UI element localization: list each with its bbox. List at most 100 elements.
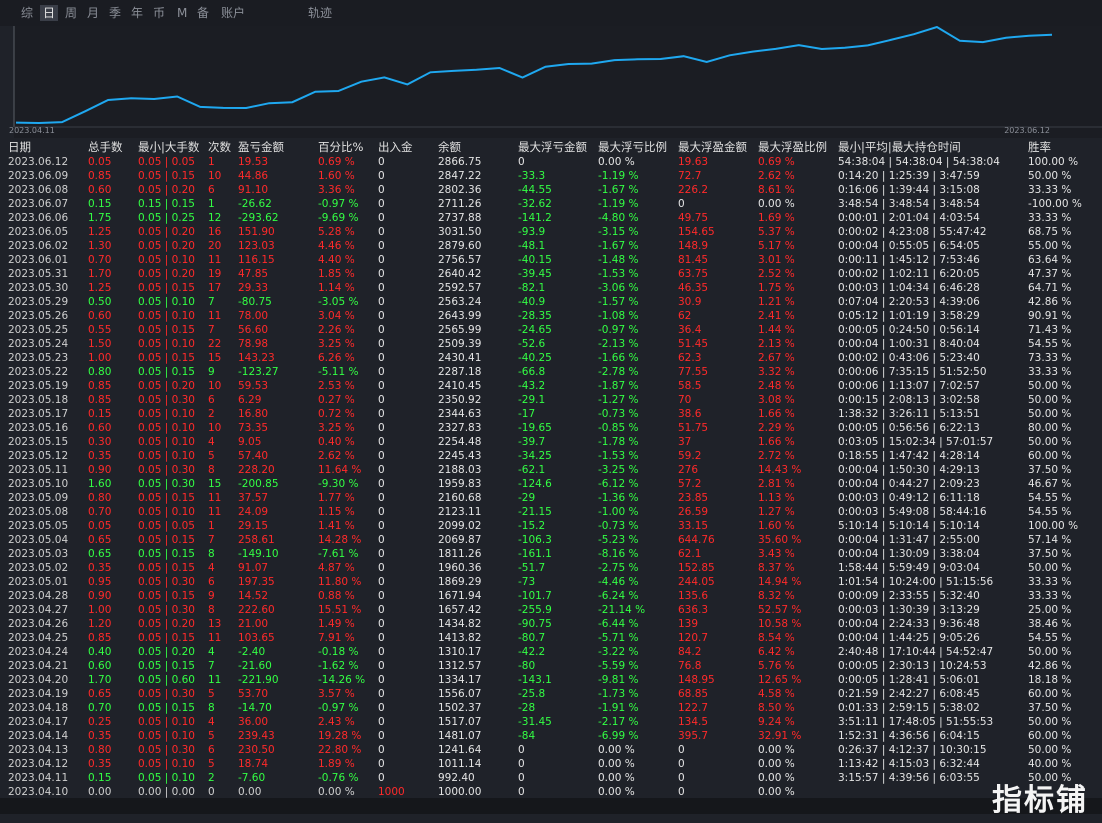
cell: 148.9 (678, 240, 709, 252)
cell: 1241.64 (438, 744, 482, 756)
header-cell: 次数 (208, 140, 231, 154)
cell: -32.62 (518, 198, 552, 210)
cell: 36.00 (238, 716, 269, 728)
cell: 1.77 % (318, 492, 355, 504)
cell: 0.00 | 0.00 (138, 786, 195, 798)
cell: 9 (208, 366, 215, 378)
cell: 0.05 | 0.25 (138, 212, 195, 224)
cell: 0.00 % (598, 786, 635, 798)
tab[interactable]: 综 (21, 6, 34, 20)
cell: 70 (678, 394, 692, 406)
cell: 2023.05.22 (8, 366, 69, 378)
cell: 0.60 (88, 310, 112, 322)
cell: 12.65 % (758, 674, 802, 686)
cell: 0.35 (88, 730, 112, 742)
cell: 33.33 % (1028, 576, 1072, 588)
cell: -84 (518, 730, 536, 742)
cell: 2023.05.10 (8, 478, 69, 490)
cell: 52.57 % (758, 604, 802, 616)
tab[interactable]: 币 (153, 6, 166, 20)
cell: 11 (208, 492, 222, 504)
tab[interactable]: 轨迹 (308, 6, 333, 20)
cell: 197.35 (238, 576, 275, 588)
cell: 2023.04.25 (8, 632, 69, 644)
cell: 0.95 (88, 576, 112, 588)
cell: 2023.05.09 (8, 492, 69, 504)
cell: 29.33 (238, 282, 269, 294)
tab[interactable]: 备 (197, 6, 210, 20)
cell: 0 (378, 450, 385, 462)
cell: 6.26 % (318, 352, 355, 364)
cell: 1.70 (88, 268, 112, 280)
cell: 1657.42 (438, 604, 482, 616)
cell: 33.33 % (1028, 590, 1072, 602)
cell: -106.3 (518, 534, 552, 546)
cell: 2023.05.25 (8, 324, 69, 336)
cell: 2123.11 (438, 506, 482, 518)
cell: 2023.04.12 (8, 758, 69, 770)
cell: 2.52 % (758, 268, 795, 280)
cell: 13 (208, 618, 222, 630)
cell: 0:00:02 | 0:43:06 | 5:23:40 (838, 352, 980, 364)
cell: -143.1 (518, 674, 552, 686)
cell: 19.53 (238, 156, 269, 168)
tab[interactable]: 日 (40, 5, 59, 21)
cell: 5.76 % (758, 660, 795, 672)
tab[interactable]: 季 (109, 6, 122, 20)
cell: 11 (208, 674, 222, 686)
cell: 0.90 (88, 464, 112, 476)
cell: 4.40 % (318, 254, 355, 266)
cell: 0.85 (88, 170, 112, 182)
cell: 1:13:42 | 4:15:03 | 6:32:44 (838, 758, 980, 770)
cell: 6.29 (238, 394, 262, 406)
cell: 11 (208, 310, 222, 322)
cell: -200.85 (238, 478, 279, 490)
cell: 2023.04.10 (8, 786, 69, 798)
cell: 2023.05.02 (8, 562, 69, 574)
cell: 0.85 (88, 380, 112, 392)
tab[interactable]: 月 (87, 6, 100, 20)
cell: -26.62 (238, 198, 272, 210)
cell: 14.43 % (758, 464, 802, 476)
cell: 0.60 (88, 422, 112, 434)
tab[interactable]: 周 (65, 6, 78, 20)
cell: 143.23 (238, 352, 275, 364)
cell: 2.26 % (318, 324, 355, 336)
cell: -1.53 % (598, 450, 639, 462)
cell: -3.06 % (598, 282, 639, 294)
cell: -1.19 % (598, 198, 639, 210)
cell: 3.32 % (758, 366, 795, 378)
cell: 0.00 % (758, 772, 795, 784)
cell: 0 (518, 156, 525, 168)
cell: 7 (208, 324, 215, 336)
cell: 2023.06.06 (8, 212, 69, 224)
cell: 134.5 (678, 716, 709, 728)
cell: 50.00 % (1028, 646, 1072, 658)
cell: 0.00 % (598, 156, 635, 168)
cell: 0.05 | 0.30 (138, 604, 195, 616)
cell: -1.67 % (598, 184, 639, 196)
cell: 2023.04.18 (8, 702, 69, 714)
tab[interactable]: 账户 (221, 6, 246, 20)
cell: 2023.05.31 (8, 268, 69, 280)
cell: 0.05 | 0.10 (138, 338, 195, 350)
cell: 0.05 | 0.05 (138, 520, 195, 532)
cell: 0 (378, 408, 385, 420)
header-cell: 最小|大手数 (138, 140, 200, 154)
cell: 1.44 % (758, 324, 795, 336)
cell: 2.48 % (758, 380, 795, 392)
cell: 0.05 | 0.15 (138, 660, 195, 672)
cell: -80.75 (238, 296, 272, 308)
cell: 1 (208, 156, 215, 168)
cell: 50.00 % (1028, 380, 1072, 392)
tab[interactable]: M (177, 6, 188, 20)
cell: -8.16 % (598, 548, 639, 560)
cell: 0.05 | 0.15 (138, 352, 195, 364)
cell: 2023.04.28 (8, 590, 69, 602)
cell: 0.00 (88, 786, 112, 798)
cell: 8 (208, 464, 215, 476)
cell: 7 (208, 296, 215, 308)
cell: 0.30 (88, 436, 112, 448)
tab[interactable]: 年 (131, 6, 144, 20)
cell: 51.45 (678, 338, 709, 350)
